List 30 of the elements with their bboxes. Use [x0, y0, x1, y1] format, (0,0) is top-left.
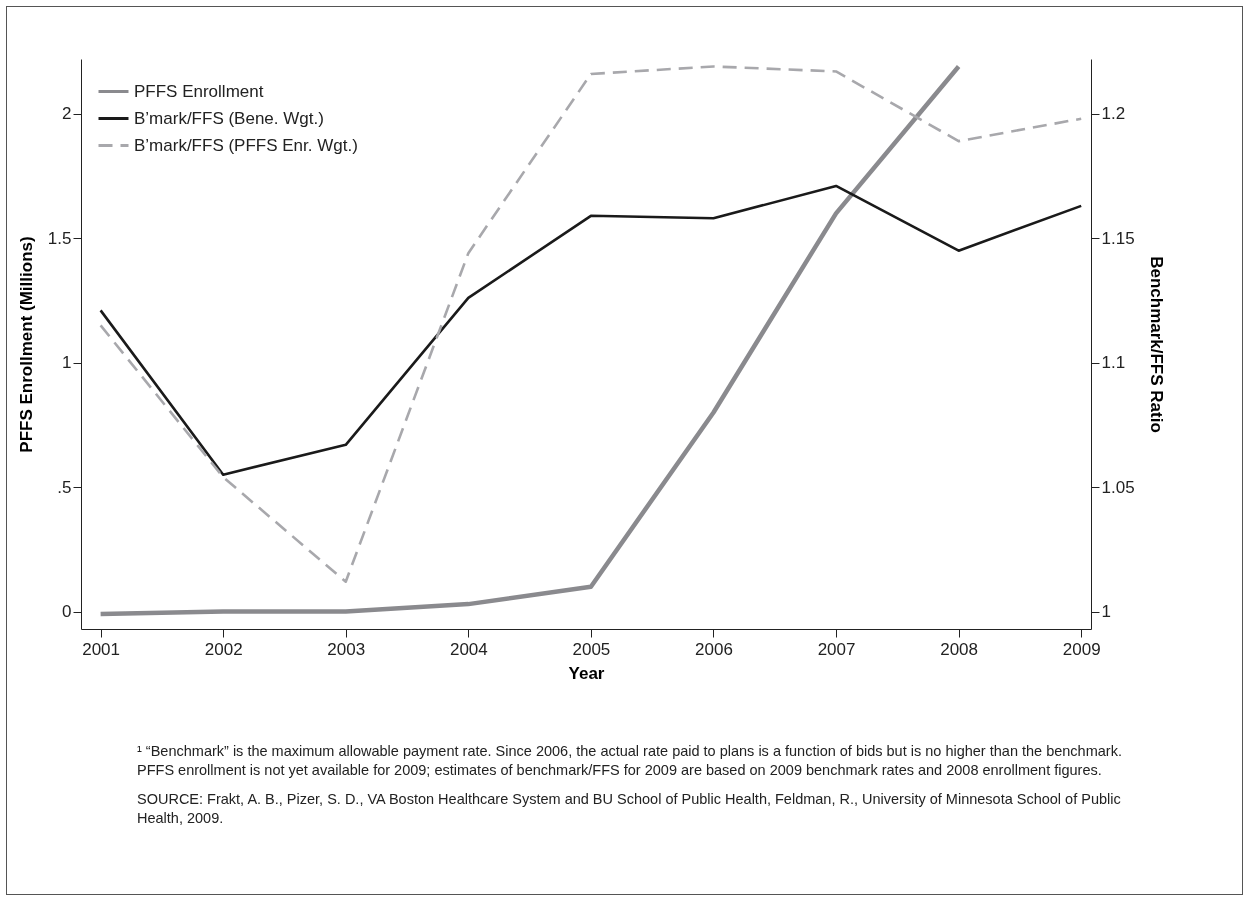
- x-tick-label: 2003: [327, 639, 366, 659]
- y2-tick-label: 1.1: [1101, 353, 1126, 373]
- x-tick-label: 2002: [204, 639, 243, 659]
- x-tick-label: 2006: [695, 639, 733, 659]
- y-tick-label: .5: [57, 477, 72, 497]
- x-tick-label: 2008: [940, 639, 979, 659]
- legend-label: PFFS Enrollment: [134, 81, 264, 101]
- y-axis-title: PFFS Enrollment (Millions): [16, 236, 36, 453]
- x-tick-label: 2004: [449, 639, 488, 659]
- legend-label: B’mark/FFS (PFFS Enr. Wgt.): [134, 135, 358, 155]
- legend-label: B’mark/FFS (Bene. Wgt.): [134, 108, 324, 128]
- x-tick-label: 2001: [82, 639, 121, 659]
- x-axis-title: Year: [568, 663, 605, 683]
- y2-tick-label: 1.2: [1101, 104, 1126, 124]
- x-tick-label: 2005: [572, 639, 611, 659]
- x-tick-label: 2007: [817, 639, 856, 659]
- y-tick-label: 0: [62, 602, 72, 622]
- y2-tick-label: 1.05: [1101, 477, 1135, 497]
- y2-tick-label: 1: [1101, 602, 1111, 622]
- x-tick-label: 2009: [1062, 639, 1101, 659]
- line-series: [99, 65, 1083, 584]
- line-series: [99, 184, 1083, 476]
- source-note: SOURCE: Frakt, A. B., Pizer, S. D., VA Boston Healthcare System and BU School of Public Health, Feldman, R., University of Minnesota School of Public Health, 2009.: [137, 789, 1122, 828]
- y2-axis-title: Benchmark/FFS Ratio: [1146, 256, 1166, 433]
- y-tick-label: 1: [62, 353, 72, 373]
- text: ¹ “Benchmark” is the maximum allowable payment rate. Since 2006, the actual rate paid to plans is a function of bids but is no higher than the benchmark. PFFS enrollment is not yet available for 2009; estimates of benchmark/FFS for 2009 are based on 2009 benchmark rates and 2008 enrollment figures.: [137, 742, 1123, 780]
- y2-tick-label: 1.15: [1101, 228, 1135, 248]
- y-tick-label: 2: [62, 104, 72, 124]
- y-tick-label: 1.5: [47, 228, 72, 248]
- line-series: [98, 64, 961, 617]
